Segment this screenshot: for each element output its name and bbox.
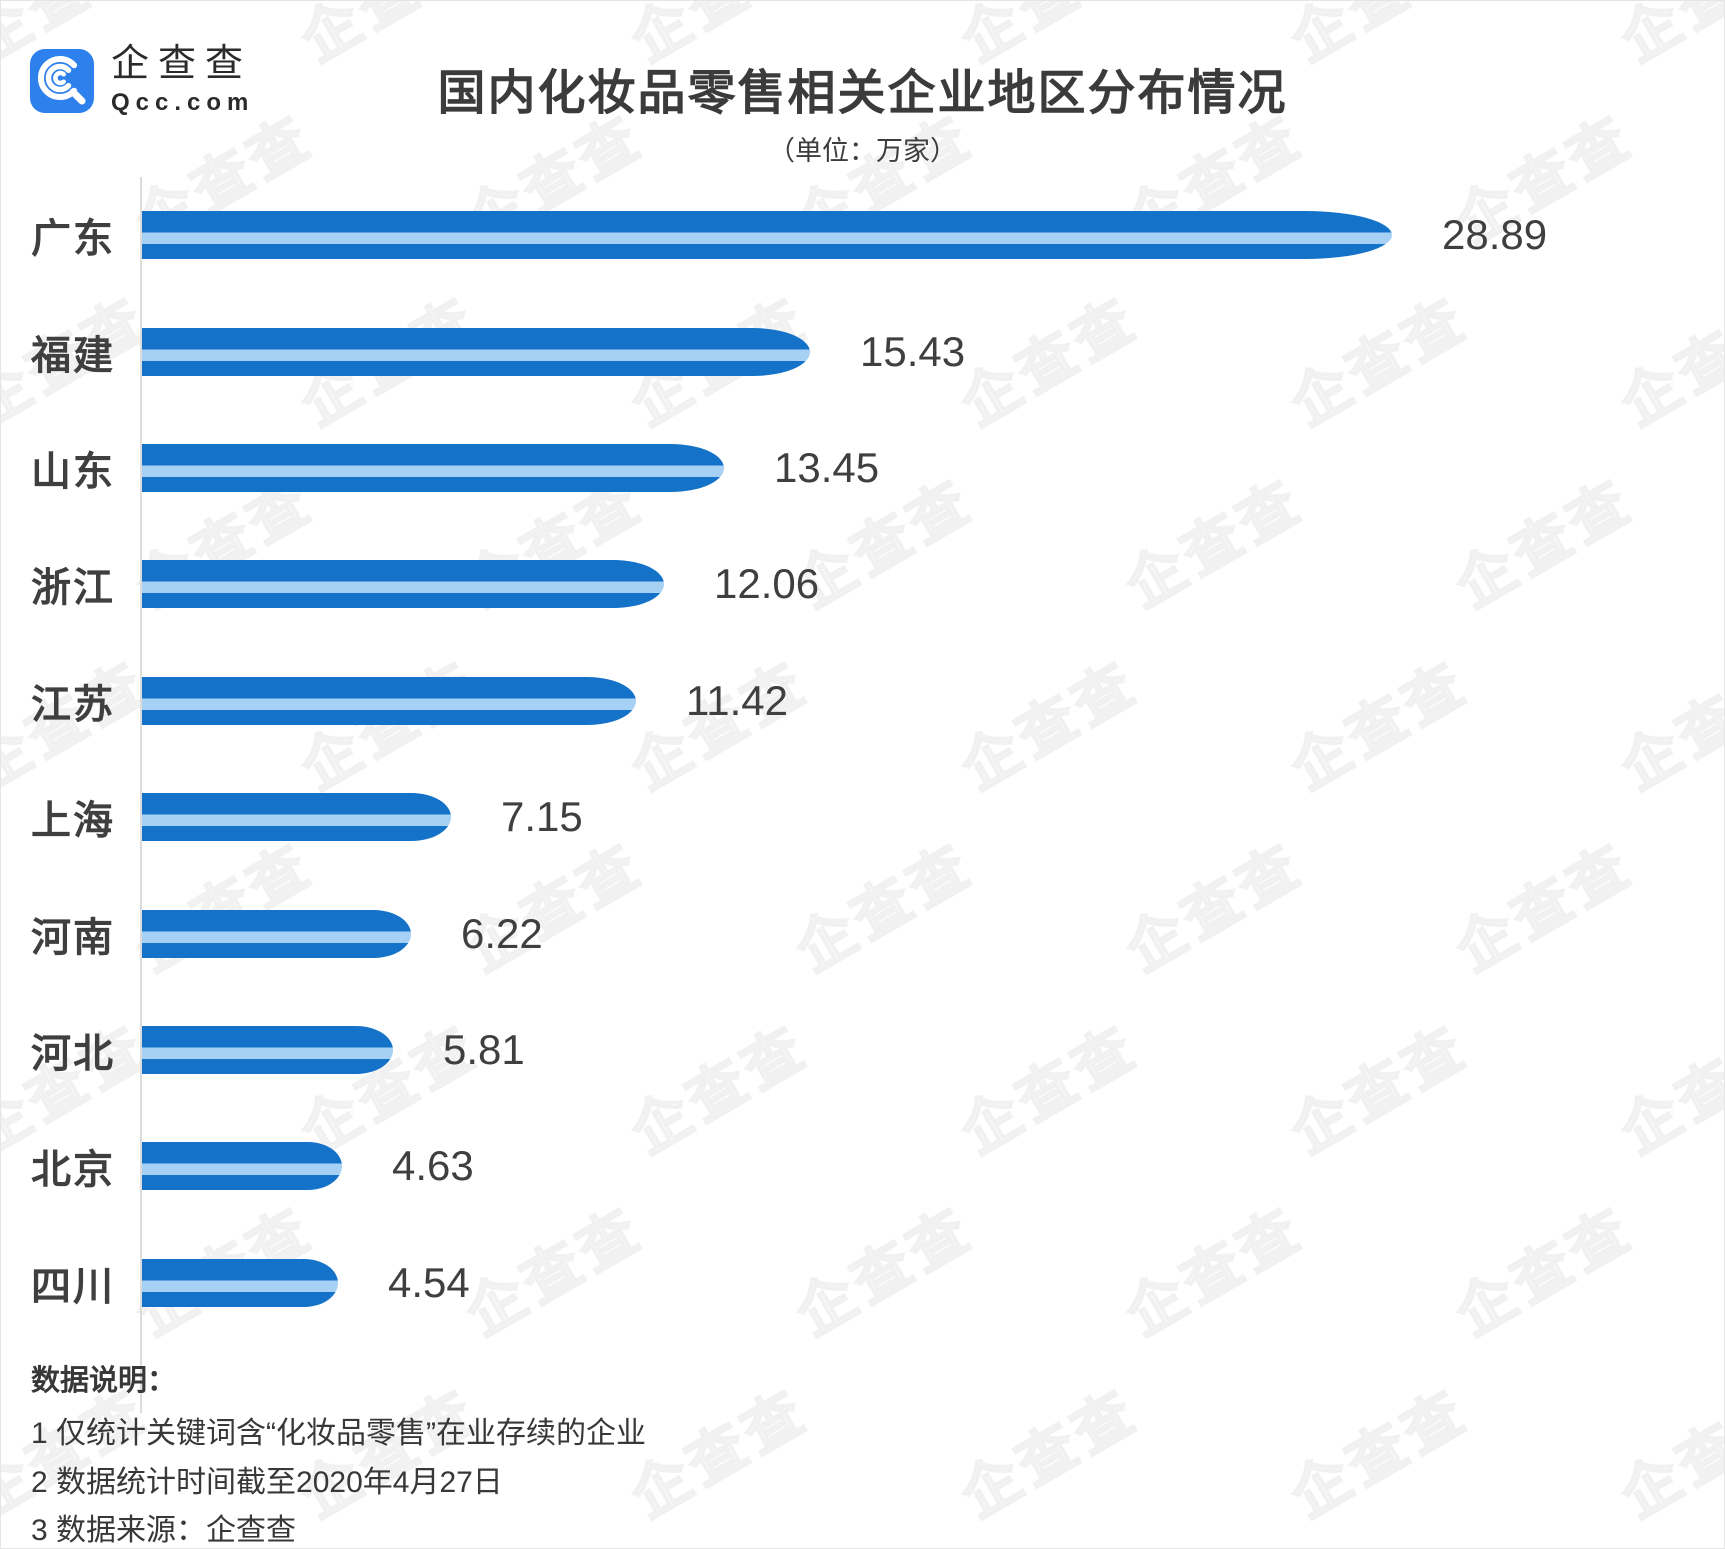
logo-text: 企查查 Qcc.com: [111, 43, 255, 117]
bar: [142, 1142, 342, 1191]
logo-domain-text: Qcc.com: [111, 88, 255, 116]
y-axis-line: [140, 177, 142, 1413]
category-label: 四川: [31, 1264, 115, 1309]
category-label: 广东: [31, 217, 115, 262]
value-label: 28.89: [1442, 211, 1548, 259]
note-line: 1 仅统计关键词含“化妆品零售”在业存续的企业: [31, 1417, 646, 1450]
bar-rows: 广东 28.89 福建 15.43 山东 13.45 浙江 12.06 江苏 1…: [1, 177, 1724, 1341]
bar-row: 上海 7.15: [1, 759, 1724, 875]
bar-row: 广东 28.89: [1, 177, 1724, 293]
bar-row: 北京 4.63: [1, 1108, 1724, 1224]
category-label: 福建: [31, 333, 115, 378]
value-label: 4.63: [392, 1142, 474, 1190]
bar-row: 浙江 12.06: [1, 526, 1724, 642]
bar-row: 福建 15.43: [1, 293, 1724, 409]
qcc-logo: 企查查 Qcc.com: [29, 43, 255, 117]
note-line: 2 数据统计时间截至2020年4月27日: [31, 1465, 503, 1499]
qcc-logo-icon: [30, 48, 94, 113]
bar: [142, 560, 664, 609]
bar: [142, 1025, 393, 1074]
chart-unit-subtitle: （单位：万家）: [768, 136, 957, 166]
bar: [142, 211, 1392, 260]
category-label: 河南: [31, 915, 115, 960]
value-label: 5.81: [443, 1025, 525, 1073]
value-label: 4.54: [388, 1258, 470, 1306]
chart-title: 国内化妆品零售相关企业地区分布情况: [437, 67, 1288, 120]
value-label: 15.43: [860, 327, 966, 375]
bar-chart: 广东 28.89 福建 15.43 山东 13.45 浙江 12.06 江苏 1…: [1, 177, 1724, 1417]
data-notes: 数据说明： 1 仅统计关键词含“化妆品零售”在业存续的企业 2 数据统计时间截至…: [31, 1357, 646, 1548]
category-label: 江苏: [31, 682, 115, 727]
bar-row: 河北 5.81: [1, 992, 1724, 1108]
bar: [142, 1258, 338, 1307]
bar: [142, 676, 636, 725]
bar: [142, 443, 724, 492]
category-label: 北京: [31, 1148, 115, 1193]
category-label: 山东: [31, 449, 115, 494]
bar: [142, 327, 810, 376]
value-label: 11.42: [686, 676, 788, 724]
bar: [142, 909, 411, 958]
notes-heading: 数据说明：: [31, 1365, 177, 1397]
bar-row: 山东 13.45: [1, 410, 1724, 526]
category-label: 浙江: [31, 566, 115, 611]
bar-row: 河南 6.22: [1, 875, 1724, 991]
bar: [142, 793, 451, 842]
bar-row: 江苏 11.42: [1, 643, 1724, 759]
value-label: 7.15: [501, 793, 583, 841]
value-label: 13.45: [774, 443, 880, 491]
value-label: 12.06: [714, 560, 820, 608]
logo-brand-text: 企查查: [111, 43, 253, 85]
value-label: 6.22: [461, 909, 543, 957]
note-line: 3 数据来源：企查查: [31, 1514, 297, 1547]
category-label: 河北: [31, 1031, 115, 1076]
bar-row: 四川 4.54: [1, 1225, 1724, 1341]
category-label: 上海: [31, 799, 115, 844]
